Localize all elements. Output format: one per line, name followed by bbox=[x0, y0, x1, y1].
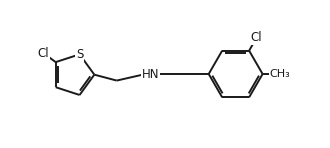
Text: Cl: Cl bbox=[38, 47, 49, 60]
Text: S: S bbox=[76, 48, 83, 61]
Text: Cl: Cl bbox=[251, 31, 262, 44]
Text: HN: HN bbox=[142, 67, 159, 81]
Text: CH₃: CH₃ bbox=[270, 69, 290, 79]
